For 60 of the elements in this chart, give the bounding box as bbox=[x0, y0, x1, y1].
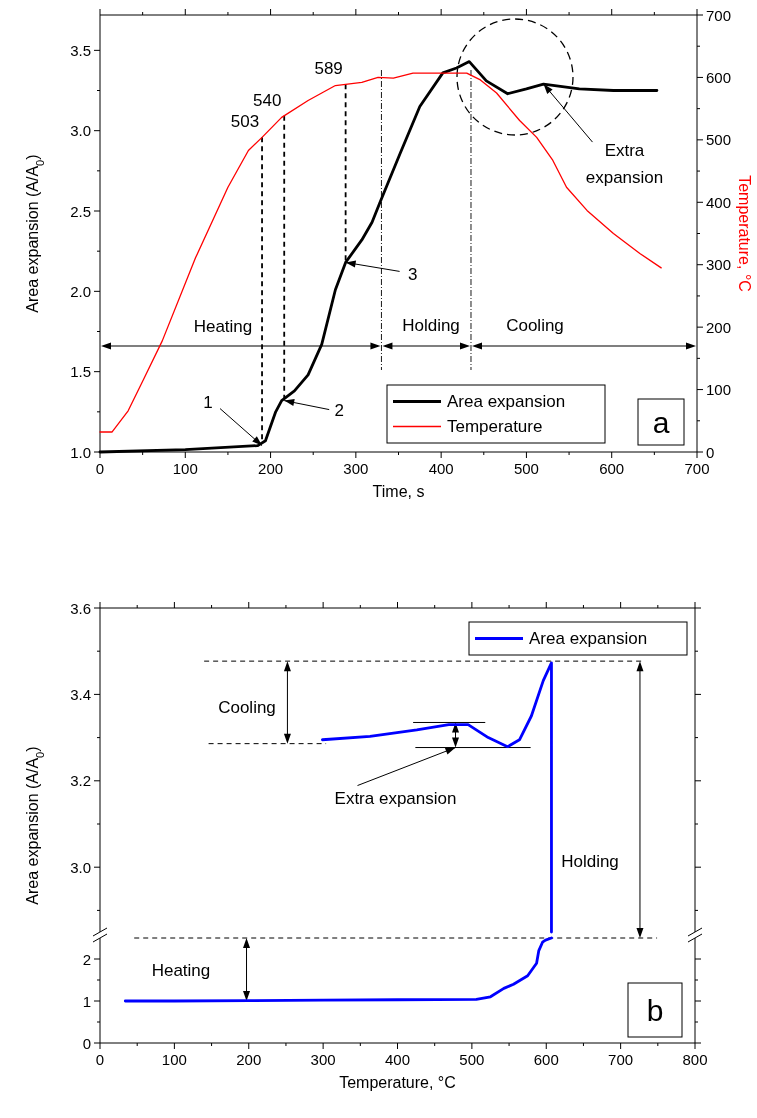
annotation: Cooling bbox=[218, 697, 276, 717]
annotation: Heating bbox=[193, 316, 253, 336]
x-tick-label: 800 bbox=[682, 1051, 708, 1068]
y-tick-label: 0 bbox=[82, 1034, 91, 1052]
y-tick-label: 2.0 bbox=[70, 282, 91, 300]
y2-tick-label: 300 bbox=[706, 256, 732, 274]
y2-tick-label: 100 bbox=[706, 381, 732, 399]
x-tick-label: 0 bbox=[95, 1051, 105, 1068]
x-tick-label: 200 bbox=[258, 460, 284, 477]
y2-tick-label: 500 bbox=[706, 131, 732, 149]
x-tick-label: 600 bbox=[533, 1051, 559, 1068]
annotation: Heating bbox=[151, 960, 211, 980]
annotation: 540 bbox=[253, 90, 282, 110]
y-tick-label: 2 bbox=[82, 950, 91, 968]
annotation: 503 bbox=[230, 111, 260, 131]
y-tick-label: 3.4 bbox=[70, 685, 91, 703]
y-tick-label: 1 bbox=[82, 992, 91, 1010]
annotation: Holding bbox=[402, 315, 460, 335]
x-axis-title: Time, s bbox=[372, 483, 425, 500]
legend-label: Area expansion bbox=[447, 392, 566, 411]
x-tick-label: 400 bbox=[428, 460, 454, 477]
x-tick-label: 0 bbox=[95, 460, 105, 477]
y2-tick-label: 0 bbox=[706, 443, 715, 461]
legend-label: Temperature bbox=[447, 417, 543, 436]
annotation: Extra expansion bbox=[585, 140, 664, 187]
y-tick-label: 2.5 bbox=[70, 202, 91, 220]
annotation: a bbox=[652, 405, 670, 439]
legend-label: Area expansion bbox=[529, 629, 648, 648]
x-tick-label: 100 bbox=[172, 460, 198, 477]
annotation: Holding bbox=[561, 851, 619, 871]
y-tick-label: 3.2 bbox=[70, 772, 91, 790]
x-tick-label: 400 bbox=[384, 1051, 411, 1068]
x-tick-label: 500 bbox=[459, 1051, 485, 1068]
y2-axis-title: Temperature, °C bbox=[736, 175, 753, 292]
y-tick-label: 1.0 bbox=[70, 443, 91, 461]
annotation: Cooling bbox=[506, 315, 564, 335]
x-tick-label: 300 bbox=[343, 460, 369, 477]
x-axis-title: Temperature, °C bbox=[339, 1074, 456, 1091]
y-tick-label: 3.0 bbox=[70, 858, 91, 876]
x-tick-label: 200 bbox=[236, 1051, 262, 1068]
x-tick-label: 500 bbox=[513, 460, 539, 477]
y2-tick-label: 700 bbox=[706, 6, 732, 24]
x-tick-label: 700 bbox=[684, 460, 710, 477]
annotation: 2 bbox=[334, 400, 344, 420]
annotation: 3 bbox=[407, 264, 418, 284]
y-tick-label: 3.5 bbox=[70, 41, 91, 59]
annotation: Extra expansion bbox=[334, 788, 457, 808]
x-tick-label: 100 bbox=[161, 1051, 187, 1068]
y2-tick-label: 200 bbox=[706, 318, 732, 336]
x-tick-label: 700 bbox=[608, 1051, 634, 1068]
x-tick-label: 600 bbox=[599, 460, 625, 477]
y-tick-label: 1.5 bbox=[70, 363, 91, 381]
annotation: b bbox=[646, 993, 664, 1027]
annotation: 1 bbox=[203, 392, 213, 412]
y2-tick-label: 600 bbox=[706, 68, 732, 86]
y-tick-label: 3.6 bbox=[70, 599, 91, 617]
annotation: 589 bbox=[314, 58, 343, 78]
x-tick-label: 300 bbox=[310, 1051, 336, 1068]
y2-tick-label: 400 bbox=[706, 193, 732, 211]
y-tick-label: 3.0 bbox=[70, 122, 91, 140]
